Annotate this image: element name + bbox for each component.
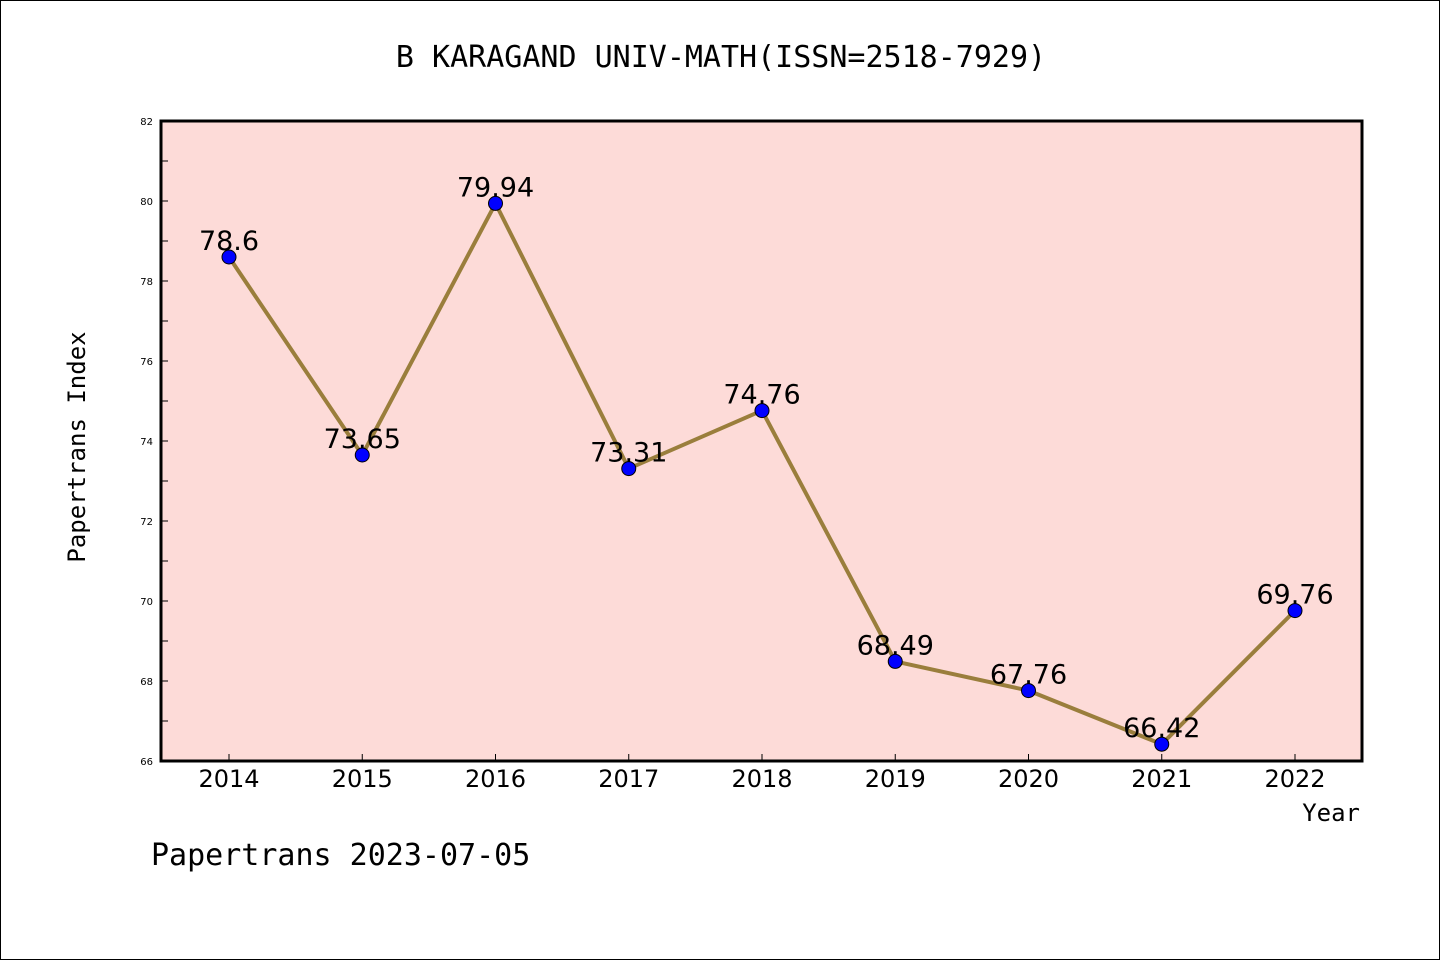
data-label: 78.6	[199, 226, 259, 257]
x-tick-label: 2015	[332, 765, 393, 793]
chart-title: B KARAGAND UNIV-MATH(ISSN=2518-7929)	[396, 40, 1046, 75]
y-tick-label: 70	[140, 597, 153, 608]
data-label: 79.94	[457, 172, 534, 203]
x-tick-label: 2019	[865, 765, 926, 793]
x-tick-label: 2018	[731, 765, 792, 793]
x-tick-label: 2020	[998, 765, 1059, 793]
data-point	[621, 461, 637, 477]
x-tick-label: 2017	[598, 765, 659, 793]
x-axis-label: Year	[1302, 799, 1360, 827]
series-layer: 78.6 73.65 79.94 73.31 74.76 68.49 67.76 66.42 6…	[199, 172, 1334, 752]
data-point	[1154, 736, 1170, 752]
y-tick-label: 68	[140, 677, 153, 688]
data-point	[221, 249, 237, 265]
y-tick-label: 66	[140, 757, 153, 768]
y-tick-label: 74	[140, 437, 153, 448]
x-tick-label: 2016	[465, 765, 526, 793]
plot-area	[159, 119, 1364, 763]
y-axis: 66 68 70 72 74 76 78 80 82	[140, 117, 168, 768]
data-label: 73.31	[590, 438, 667, 469]
x-axis: 2014 2015 2016 2017 2018 2019 2020 2021 2022	[198, 754, 1326, 793]
x-tick-label: 2014	[198, 765, 259, 793]
data-point	[354, 447, 370, 463]
data-point	[488, 195, 503, 211]
footer-text: Papertrans 2023-07-05	[151, 838, 530, 873]
x-tick-label: 2021	[1131, 765, 1192, 793]
data-point	[754, 403, 770, 419]
x-tick-label: 2022	[1264, 765, 1325, 793]
data-label: 73.65	[324, 424, 401, 455]
data-label: 66.42	[1123, 713, 1200, 744]
y-tick-label: 80	[140, 197, 153, 208]
data-label: 67.76	[990, 660, 1067, 691]
y-tick-label: 76	[140, 357, 153, 368]
y-tick-label: 72	[140, 517, 153, 528]
data-point	[1287, 603, 1303, 619]
data-label: 69.76	[1256, 580, 1333, 611]
y-axis-label: Papertrans Index	[63, 331, 91, 562]
data-point	[887, 653, 903, 669]
y-tick-label: 78	[140, 277, 153, 288]
y-tick-label: 82	[140, 117, 153, 128]
data-point	[1021, 683, 1036, 699]
data-label: 74.76	[723, 380, 800, 411]
data-label: 68.49	[857, 630, 934, 661]
